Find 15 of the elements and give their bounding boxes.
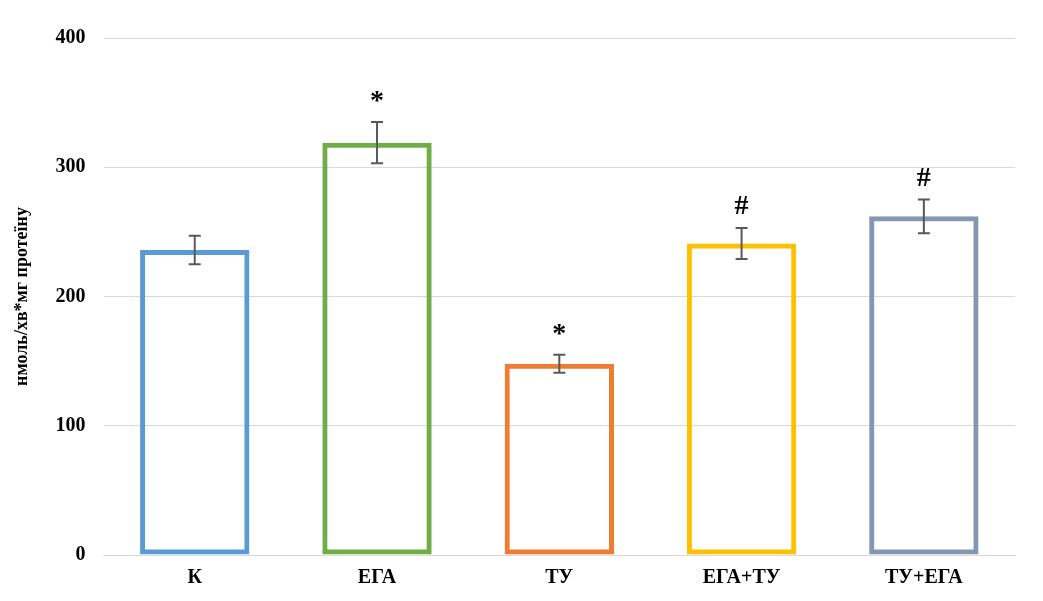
y-tick-label: 300 (55, 154, 86, 177)
annotation: # (916, 160, 931, 192)
y-tick-label: 0 (75, 542, 86, 565)
annotation: * (552, 316, 567, 348)
x-tick-label: ЕГА+ТУ (702, 565, 781, 588)
x-tick-label: ЕГА (357, 565, 397, 588)
annotation: * (370, 84, 385, 116)
annotation: # (734, 188, 749, 220)
y-tick-label: 100 (55, 412, 86, 435)
y-axis-title: нмоль/хв*мг протеїну (11, 207, 32, 386)
y-tick-label: 200 (55, 283, 86, 306)
x-tick-label: ТУ (545, 565, 574, 588)
y-tick-label: 400 (55, 25, 86, 48)
x-tick-label: К (187, 565, 203, 588)
x-tick-label: ТУ+ЕГА (884, 565, 964, 588)
